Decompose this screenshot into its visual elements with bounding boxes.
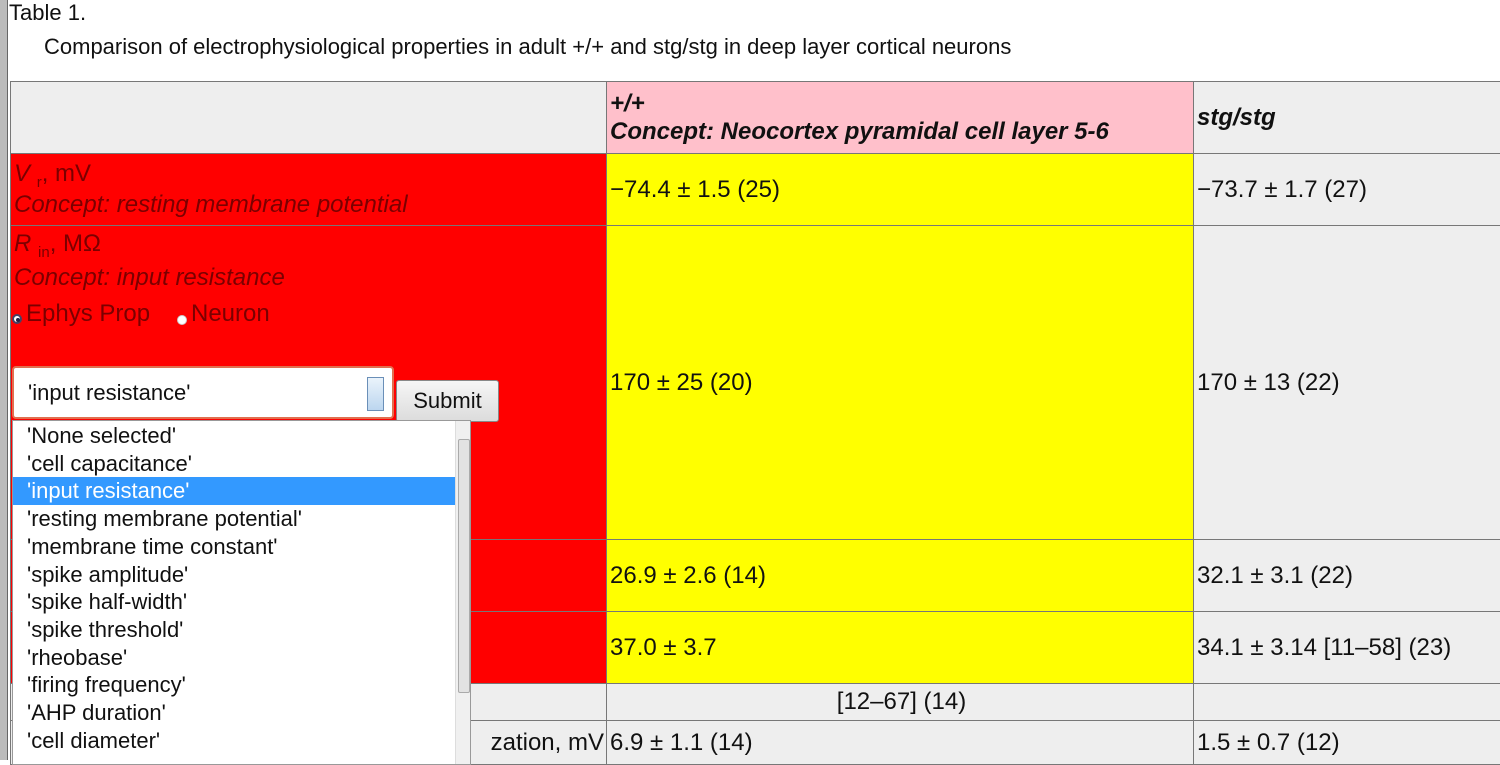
value-cell: −73.7 ± 1.7 (27) bbox=[1193, 153, 1500, 226]
dropdown-option[interactable]: 'rheobase' bbox=[27, 644, 128, 670]
cell-text: 6.9 ± 1.1 (14) bbox=[610, 728, 753, 756]
row-concept: Concept: input resistance bbox=[14, 264, 285, 291]
value-cell: [12–67] (14) bbox=[606, 683, 1194, 721]
subscript: in bbox=[38, 243, 50, 261]
unit: , MΩ bbox=[49, 230, 101, 257]
column-name: stg/stg bbox=[1197, 104, 1276, 131]
select-arrow[interactable] bbox=[367, 377, 384, 411]
dropdown-option[interactable]: 'cell diameter' bbox=[27, 727, 161, 753]
select-value: 'input resistance' bbox=[28, 380, 191, 405]
dropdown-option[interactable]: 'firing frequency' bbox=[27, 672, 186, 698]
symbol: V bbox=[14, 160, 31, 188]
column-concept: Concept: Neocortex pyramidal cell layer … bbox=[610, 117, 1109, 145]
header-cell: stg/stg bbox=[1193, 81, 1500, 154]
cell-text: 26.9 ± 2.6 (14) bbox=[610, 561, 766, 589]
select-box[interactable]: 'input resistance' bbox=[12, 366, 394, 419]
dropdown-option[interactable]: 'resting membrane potential' bbox=[27, 506, 302, 532]
cell-text: [12–67] (14) bbox=[836, 688, 967, 715]
value-cell bbox=[1193, 683, 1500, 721]
symbol: R bbox=[14, 230, 32, 257]
cell-text: 37.0 ± 3.7 bbox=[610, 633, 717, 661]
submit-button[interactable]: Submit bbox=[396, 380, 499, 422]
cell-text: 32.1 ± 3.1 (22) bbox=[1197, 561, 1353, 589]
column-name: +/+ bbox=[610, 89, 645, 117]
dropdown-option[interactable]: 'input resistance' bbox=[13, 477, 455, 506]
scrollbar[interactable] bbox=[455, 421, 470, 764]
row-concept: Concept: resting membrane potential bbox=[14, 190, 408, 218]
value-cell: −74.4 ± 1.5 (25) bbox=[606, 153, 1194, 226]
dropdown-list: 'cell diameter' 'AHP duration''firing fre… bbox=[12, 420, 471, 765]
cell-text: 1.5 ± 0.7 (12) bbox=[1197, 728, 1340, 756]
dropdown-option[interactable]: 'spike half-width' bbox=[27, 589, 188, 615]
value-cell: 6.9 ± 1.1 (14) bbox=[606, 720, 1194, 765]
row-label-cell: V r, mV Concept: resting membrane potent… bbox=[10, 153, 607, 226]
header-cell: +/+ Concept: Neocortex pyramidal cell la… bbox=[606, 81, 1194, 154]
cell-text: 170 ± 13 (22) bbox=[1197, 368, 1340, 396]
value-cell: 1.5 ± 0.7 (12) bbox=[1193, 720, 1500, 765]
value-cell: 32.1 ± 3.1 (22) bbox=[1193, 539, 1500, 612]
row-label: zation, mV bbox=[490, 728, 604, 756]
window-edge bbox=[0, 0, 8, 760]
dropdown-option[interactable]: 'spike threshold' bbox=[27, 616, 184, 642]
radio-label[interactable]: Ephys Prop bbox=[26, 300, 151, 327]
value-cell: 170 ± 13 (22) bbox=[1193, 225, 1500, 540]
value-cell: 26.9 ± 2.6 (14) bbox=[606, 539, 1194, 612]
cell-text: −73.7 ± 1.7 (27) bbox=[1197, 175, 1367, 203]
unit: , mV bbox=[41, 160, 92, 188]
table-label: Table 1. bbox=[9, 0, 87, 25]
subscript: r bbox=[36, 173, 42, 191]
table-title: Comparison of electrophysiological prope… bbox=[44, 34, 1012, 59]
header-cell bbox=[10, 81, 607, 154]
scroll-thumb[interactable] bbox=[458, 439, 470, 693]
cell-text: 170 ± 25 (20) bbox=[610, 368, 753, 396]
dropdown-option[interactable]: 'spike amplitude' bbox=[27, 561, 189, 587]
radio-dot bbox=[16, 318, 20, 322]
row-label: R in, MΩ bbox=[14, 230, 606, 264]
value-cell: 37.0 ± 3.7 bbox=[606, 611, 1194, 684]
radio-label[interactable]: Neuron bbox=[191, 300, 270, 327]
dropdown-option[interactable]: 'cell capacitance' bbox=[27, 450, 192, 476]
cell-text: 34.1 ± 3.14 [11–58] (23) bbox=[1197, 633, 1452, 661]
dropdown-option[interactable]: 'membrane time constant' bbox=[27, 533, 278, 559]
value-cell: 34.1 ± 3.14 [11–58] (23) bbox=[1193, 611, 1500, 684]
radio[interactable] bbox=[177, 315, 187, 325]
cell-text: −74.4 ± 1.5 (25) bbox=[610, 175, 780, 203]
value-cell: 170 ± 25 (20) bbox=[606, 225, 1194, 540]
row-label: V r, mV bbox=[14, 160, 606, 191]
dropdown-option[interactable]: 'AHP duration' bbox=[27, 700, 166, 725]
dropdown-option[interactable]: 'None selected' bbox=[27, 423, 177, 448]
